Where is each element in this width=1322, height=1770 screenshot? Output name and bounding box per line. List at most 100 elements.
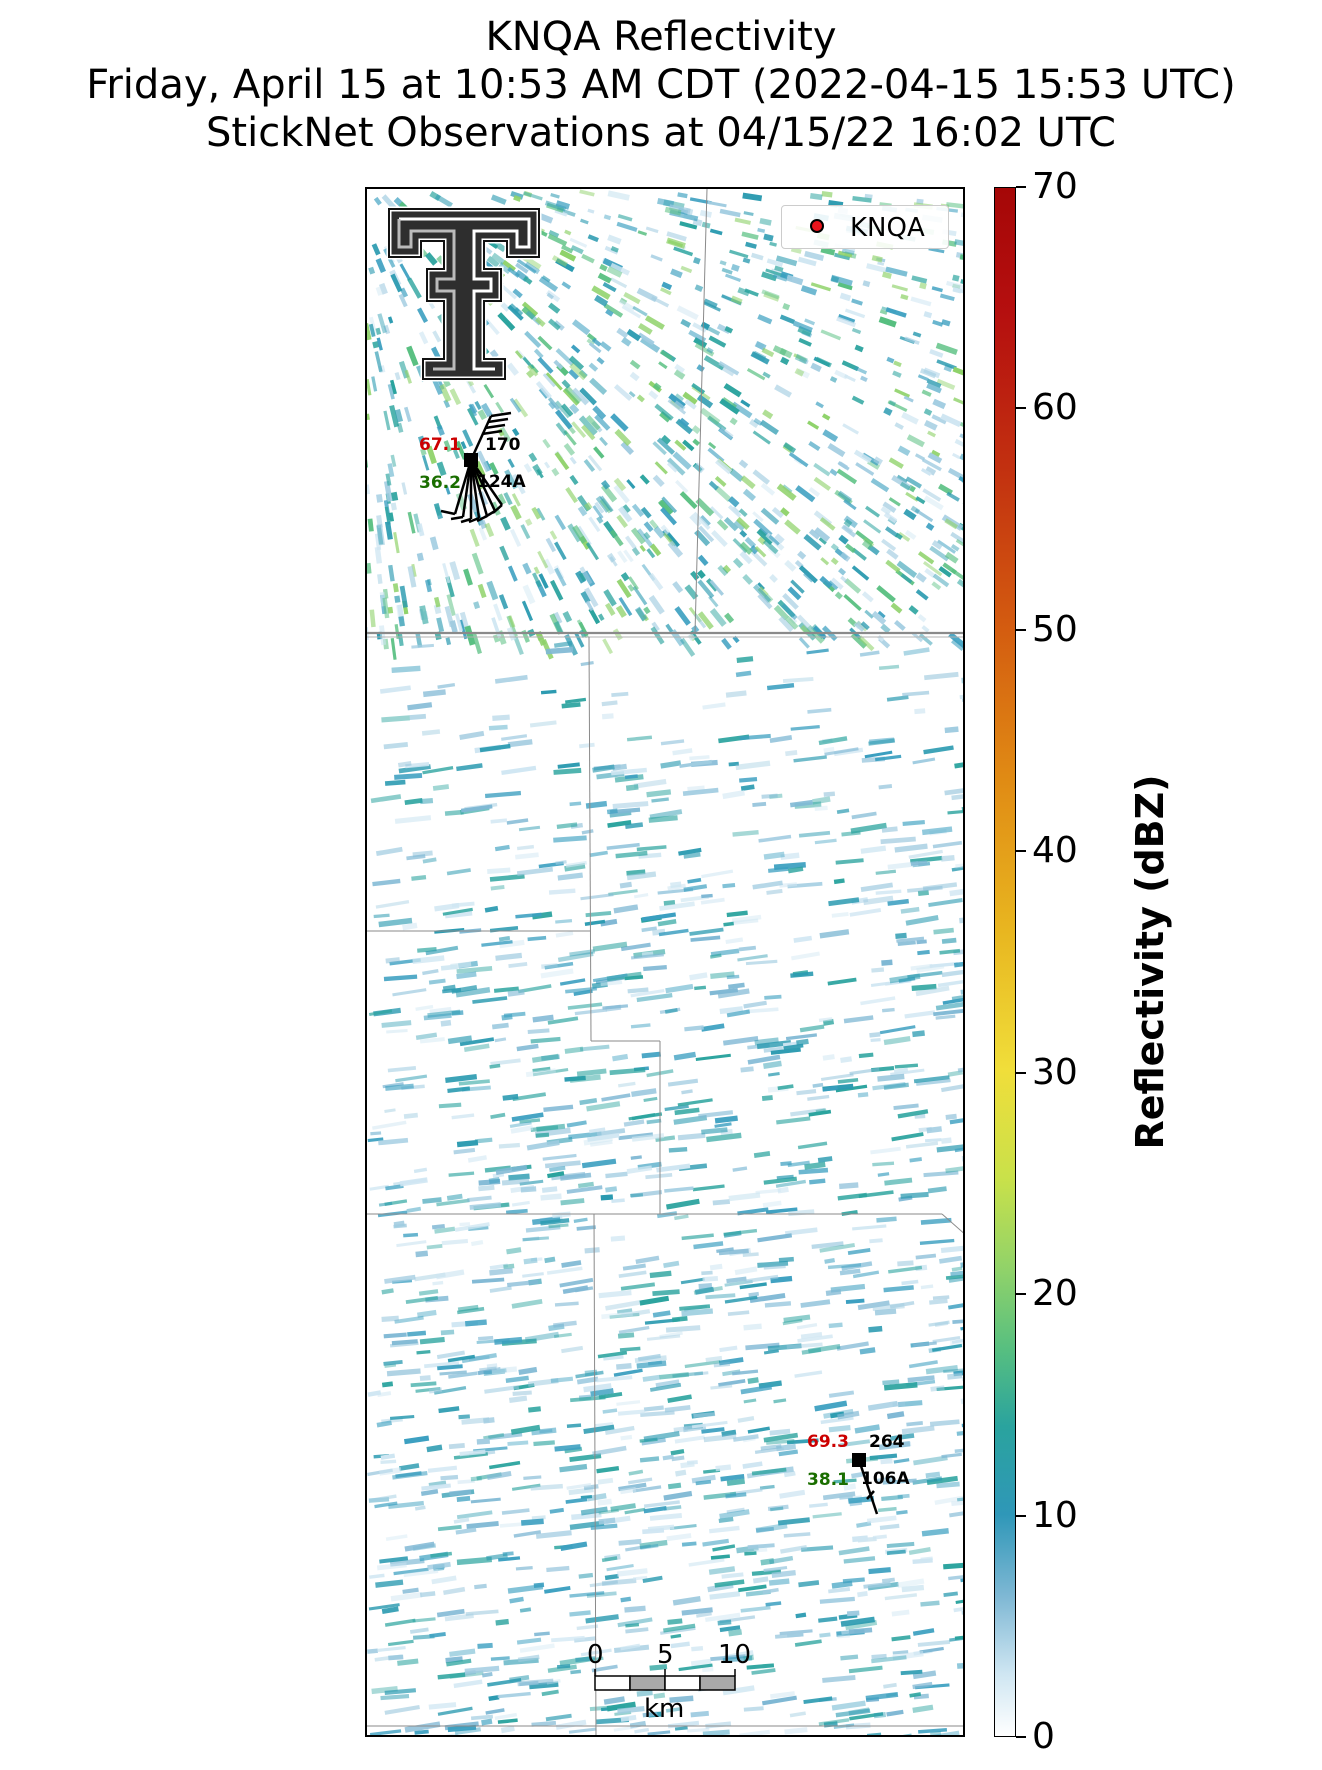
echo-cell [858,1190,894,1199]
echo-cell [920,1284,934,1290]
echo-cell [721,267,733,275]
echo-cell [449,388,462,406]
echo-cell [663,1505,682,1511]
echo-cell [666,231,687,242]
echo-cell [902,690,930,697]
echo-cell [516,1043,539,1052]
echo-cell [393,1567,429,1576]
echo-cell [613,1368,643,1377]
echo-cell [397,633,404,647]
echo-cell [677,1132,706,1141]
echo-cell [933,1008,963,1017]
echo-cell [954,1633,963,1640]
echo-cell [609,1312,640,1319]
echo-cell [801,1347,822,1355]
echo-cell [378,917,413,928]
echo-cell [763,1432,799,1443]
echo-cell [381,1020,412,1028]
echo-cell [459,1222,471,1227]
echo-cell [799,1024,825,1033]
echo-cell [581,424,596,441]
echo-cell [867,1400,898,1411]
echo-cell [792,320,813,333]
echo-cell [836,316,857,328]
echo-cell [763,1060,782,1069]
echo-cell [640,1410,675,1417]
echo-cell [590,1523,618,1531]
echo-cell [902,820,925,826]
echo-cell [643,1431,680,1442]
echo-cell [379,625,387,646]
echo-cell [640,1543,659,1550]
echo-cell [647,1730,671,1735]
echo-cell [957,1064,963,1073]
echo-cell [722,1655,753,1663]
echo-cell [813,476,831,491]
echo-cell [589,1580,618,1588]
echo-cell [432,330,442,343]
echo-cell [956,1429,963,1436]
echo-cell [471,1277,505,1284]
echo-cell [837,250,853,258]
echo-cell [912,1030,925,1038]
echo-cell [548,229,560,238]
echo-cell [439,1370,467,1376]
echo-cell [658,928,689,937]
echo-cell [718,1379,746,1387]
echo-cell [768,534,780,546]
echo-cell [672,581,684,594]
echo-cell [616,1400,641,1406]
echo-cell [568,369,579,380]
echo-cell [739,776,758,783]
echo-cell [427,1561,451,1571]
echo-cell [940,854,955,862]
echo-cell [638,323,653,335]
echo-cell [838,534,849,545]
echo-cell [819,1242,856,1253]
echo-cell [627,987,649,994]
echo-cell [550,1376,574,1383]
echo-cell [552,1211,571,1219]
echo-cell [876,1476,896,1483]
echo-cell [447,1035,473,1045]
echo-cell [685,208,694,216]
echo-cell [572,524,587,544]
echo-cell [866,1732,882,1735]
echo-cell [599,263,608,272]
echo-cell [561,1260,582,1268]
echo-cell [956,1496,963,1502]
echo-cell [899,481,911,491]
echo-cell [447,1724,477,1733]
echo-cell [419,1591,436,1598]
echo-cell [789,616,798,625]
county-line [588,636,592,1042]
echo-cell [851,897,869,905]
echo-cell [964,1674,965,1680]
echo-cell [660,739,685,746]
echo-cell [759,1484,775,1490]
echo-cell [529,720,557,728]
echo-cell [517,984,552,994]
echo-cell [889,973,921,984]
echo-cell [438,383,452,403]
echo-cell [596,1375,633,1383]
echo-cell [883,1035,911,1046]
echo-cell [674,400,686,411]
echo-cell [630,953,664,960]
echo-cell [600,1194,614,1201]
echo-cell [569,801,582,807]
echo-cell [551,1635,585,1643]
echo-cell [764,994,782,1000]
echo-cell [500,283,518,300]
echo-cell [585,415,601,431]
echo-cell [674,1435,706,1444]
echo-cell [728,1629,743,1637]
echo-cell [544,200,567,212]
echo-cell [483,384,495,399]
echo-cell [587,234,599,243]
echo-cell [883,1285,914,1293]
echo-cell [570,244,584,255]
echo-cell [443,1586,466,1596]
echo-cell [580,591,591,604]
echo-cell [923,495,944,511]
